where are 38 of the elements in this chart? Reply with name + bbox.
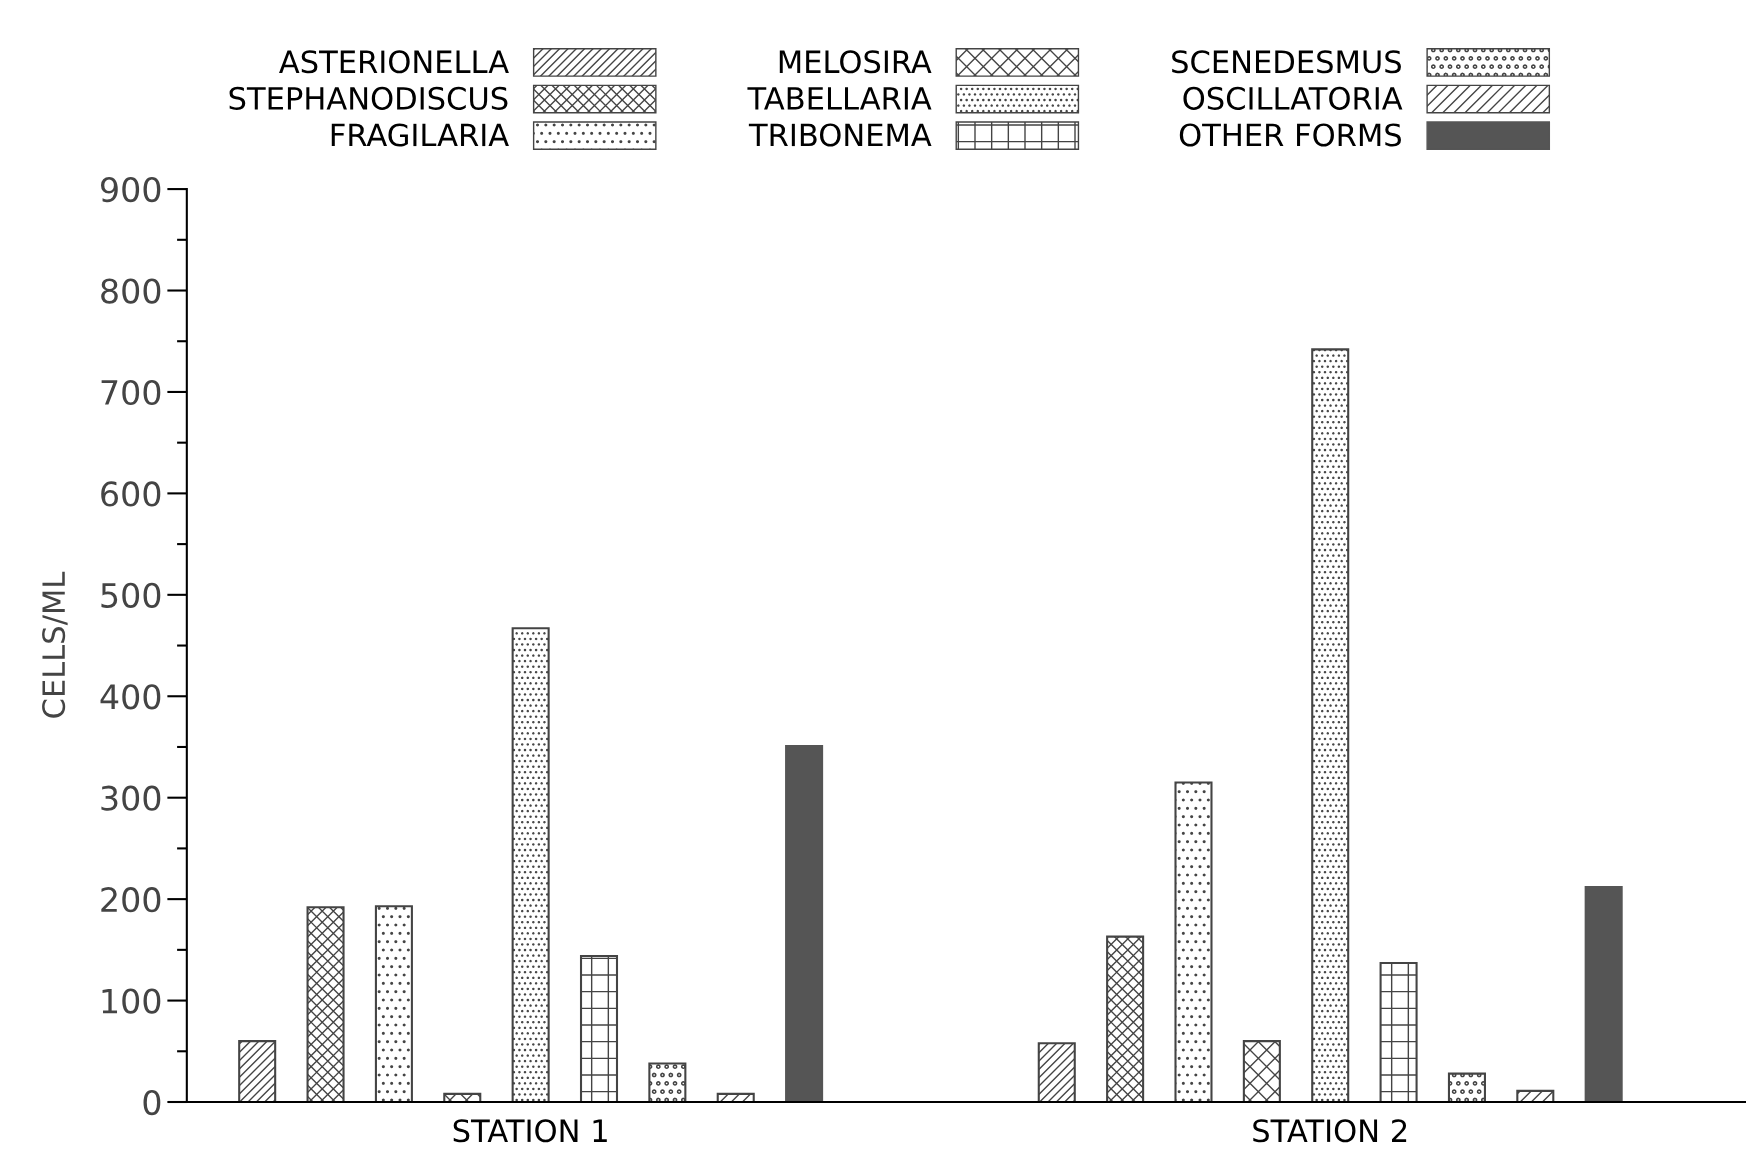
bar xyxy=(579,954,619,1102)
x-tick-label: STATION 2 xyxy=(1253,1119,1407,1143)
y-tick-label: 100 xyxy=(102,988,161,1014)
legend-label: TRIBONEMA xyxy=(748,123,932,147)
y-tick-label: 0 xyxy=(143,1089,161,1116)
bar xyxy=(1037,1042,1076,1102)
bar xyxy=(1379,961,1418,1102)
legend-label: TABELLARIA xyxy=(747,87,932,110)
bar xyxy=(1174,781,1213,1102)
legend-label: OTHER FORMS xyxy=(1179,123,1401,147)
bar xyxy=(238,1040,277,1102)
y-axis-title: CELLS/ML xyxy=(42,571,68,718)
bar xyxy=(1447,1072,1486,1102)
bar xyxy=(785,744,824,1102)
y-tick-label: 400 xyxy=(100,684,161,710)
bar xyxy=(1242,1040,1281,1102)
legend-label: MELOSIRA xyxy=(779,50,932,74)
legend-label: STEPHANODISCUS xyxy=(229,86,508,110)
legend-label: FRAGILARIA xyxy=(331,123,509,147)
bar xyxy=(306,906,345,1102)
bar xyxy=(374,905,413,1102)
y-tick-label: 900 xyxy=(100,177,161,203)
legend-label: SCENEDESMUS xyxy=(1172,50,1401,74)
y-tick-label: 200 xyxy=(101,887,161,913)
legend-label: ASTERIONELLA xyxy=(279,50,509,74)
bar xyxy=(1516,1089,1555,1102)
x-tick-label: STATION 1 xyxy=(453,1119,607,1143)
bar xyxy=(1106,935,1145,1102)
y-tick-label: 700 xyxy=(101,379,161,406)
legend-label: OSCILLATORIA xyxy=(1183,86,1403,110)
bar xyxy=(511,627,550,1102)
bar xyxy=(648,1062,687,1102)
bar xyxy=(1311,348,1350,1102)
y-tick-label: 800 xyxy=(101,278,161,304)
bar xyxy=(1584,885,1623,1102)
y-tick-label: 600 xyxy=(101,481,161,507)
y-tick-label: 500 xyxy=(101,582,161,608)
y-tick-label: 300 xyxy=(101,785,161,811)
